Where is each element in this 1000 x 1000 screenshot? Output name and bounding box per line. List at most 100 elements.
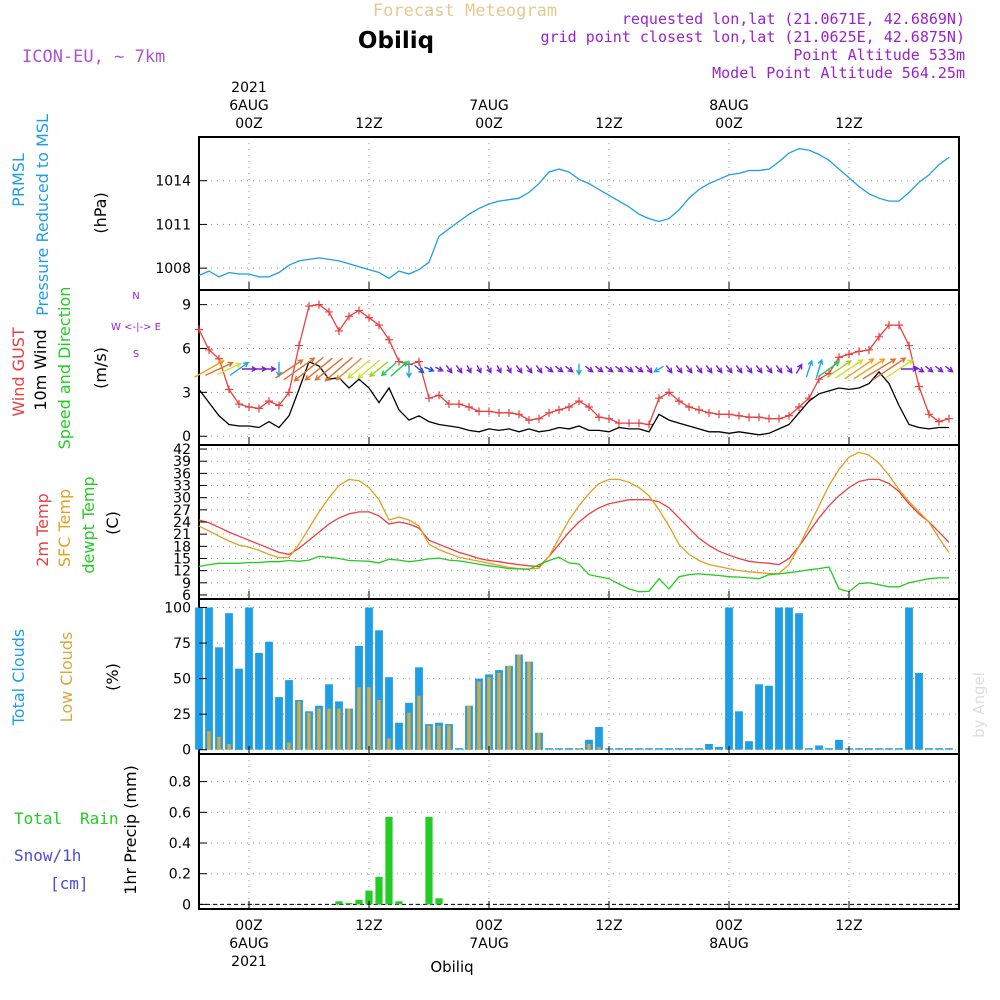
- wind-direction-arrow: [614, 365, 624, 373]
- wind-direction-arrow: [293, 356, 324, 382]
- bottom-time-label: 00Z: [235, 918, 262, 934]
- gust-marker: [845, 350, 853, 359]
- gust-marker: [585, 402, 593, 411]
- bottom-time-label: 2021: [231, 954, 267, 970]
- total-clouds-bar: [925, 748, 933, 750]
- low-clouds-bar: [207, 731, 211, 750]
- gust-marker: [385, 335, 393, 344]
- gust-marker: [525, 416, 533, 425]
- gust-marker: [605, 414, 613, 423]
- clouds-ytick-label: 50: [173, 672, 191, 688]
- wind-direction-arrow: [229, 361, 250, 376]
- gust-marker: [455, 400, 463, 409]
- wind-direction-arrow: [445, 364, 453, 374]
- gust-marker: [735, 411, 743, 420]
- precip-snow-label: Snow/1h: [14, 846, 81, 865]
- total-clouds-bar: [645, 748, 653, 750]
- wind-direction-arrow: [525, 364, 533, 374]
- top-time-label: 7AUG: [469, 98, 509, 114]
- wind-direction-label: Speed and Direction: [55, 287, 74, 450]
- top-time-label: 00Z: [715, 116, 742, 132]
- gust-marker: [335, 326, 343, 335]
- low-clouds-bar: [317, 708, 321, 750]
- wind-10m-label: 10m Wind: [31, 329, 50, 410]
- gust-marker: [285, 388, 293, 397]
- gust-marker: [315, 300, 323, 309]
- low-clouds-bar: [407, 712, 411, 750]
- wind-direction-arrow: [335, 357, 363, 381]
- gust-marker: [775, 414, 783, 423]
- total-clouds-bar: [205, 607, 213, 750]
- wind-direction-arrow: [818, 360, 841, 377]
- wind-direction-arrow: [653, 365, 664, 373]
- gust-marker: [595, 413, 603, 422]
- wind-direction-arrow: [645, 364, 653, 374]
- total-clouds-bar: [655, 748, 663, 750]
- rain-bar: [425, 816, 433, 905]
- temperature-ytick-label: 24: [173, 515, 191, 531]
- total-clouds-bar: [875, 748, 883, 750]
- low-clouds-bar: [517, 654, 521, 750]
- low-clouds-bar: [447, 725, 451, 750]
- total-clouds-bar: [455, 748, 463, 750]
- precip-snow-unit: [cm]: [50, 874, 89, 893]
- gust-marker: [265, 397, 273, 406]
- low-clouds-bar: [327, 708, 331, 750]
- top-time-label: 12Z: [835, 116, 862, 132]
- temperature-ytick-label: 12: [173, 564, 191, 580]
- watermark: by Angel: [970, 672, 988, 738]
- gust-marker: [725, 410, 733, 419]
- low-clouds-bar: [347, 708, 351, 750]
- gust-marker: [915, 382, 923, 391]
- low-clouds-bar: [587, 744, 591, 750]
- wind-direction-arrow: [885, 359, 914, 379]
- wind-direction-arrow: [914, 365, 925, 373]
- precip-ytick-label: 0.6: [169, 805, 191, 821]
- gust-marker: [295, 341, 303, 350]
- wind-direction-arrow: [368, 361, 389, 378]
- compass-west-east: W <-|-> E: [111, 322, 161, 333]
- pressure-label-1: PRMSL: [9, 153, 28, 207]
- wind-direction-arrow: [604, 365, 614, 373]
- gust-marker: [625, 419, 633, 428]
- bottom-time-label: 12Z: [595, 918, 622, 934]
- low-clouds-bar: [227, 744, 231, 750]
- gust-marker: [435, 391, 443, 400]
- footer-location: Obiliq: [430, 958, 473, 976]
- top-time-label: 12Z: [595, 116, 622, 132]
- total-clouds-bar: [215, 647, 223, 750]
- gust-marker: [465, 402, 473, 411]
- wind-direction-arrow: [544, 365, 554, 373]
- pressure-ytick-label: 1011: [155, 217, 191, 233]
- total-clouds-bar: [805, 748, 813, 750]
- rain-bar: [395, 901, 403, 905]
- temperature-ytick-label: 15: [173, 551, 191, 567]
- plot-marks: [194, 148, 959, 905]
- wind-direction-arrow: [853, 358, 886, 380]
- bottom-time-label: 12Z: [355, 918, 382, 934]
- wind-direction-arrow: [324, 356, 353, 382]
- clouds-unit: (%): [103, 663, 122, 691]
- gust-marker: [755, 413, 763, 422]
- total-clouds-bar: [715, 746, 723, 750]
- point-altitude: Point Altitude 533m: [793, 46, 965, 64]
- precip-ytick-label: 0: [182, 897, 191, 913]
- total-clouds-bar: [785, 607, 793, 750]
- wind-direction-arrow: [795, 363, 803, 374]
- gust-marker: [635, 419, 643, 428]
- wind-direction-arrow: [414, 364, 425, 374]
- prmsl-line: [198, 148, 950, 280]
- t2m-line: [198, 478, 950, 568]
- wind-direction-arrow: [844, 358, 875, 380]
- low-clouds-bar: [577, 748, 581, 750]
- total-clouds-bar: [385, 677, 393, 750]
- total-clouds-bar: [825, 748, 833, 750]
- wind-direction-arrow: [205, 361, 234, 376]
- top-time-label: 12Z: [355, 116, 382, 132]
- gust-marker: [225, 385, 233, 394]
- requested-coords: requested lon,lat (21.0671E, 42.6869N): [622, 10, 965, 28]
- total-clouds-bar: [855, 748, 863, 750]
- total-clouds-bar: [935, 748, 943, 750]
- low-clouds-bar: [387, 738, 391, 750]
- gust-line: [198, 303, 950, 426]
